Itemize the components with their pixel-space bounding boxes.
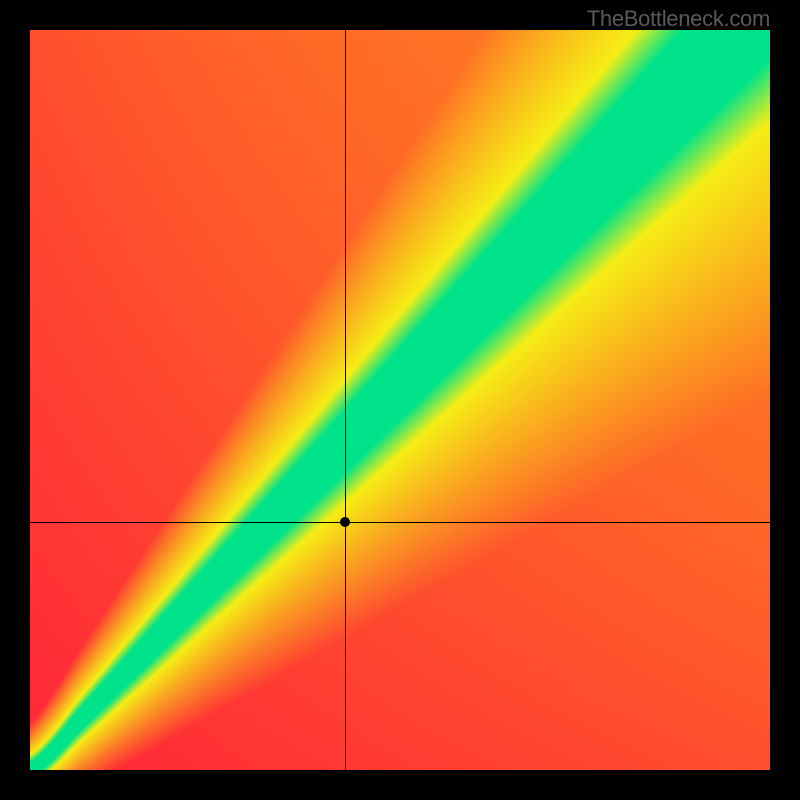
crosshair-horizontal-line bbox=[30, 522, 770, 523]
bottleneck-heatmap bbox=[30, 30, 770, 770]
plot-area bbox=[30, 30, 770, 770]
selection-marker-dot bbox=[340, 517, 350, 527]
crosshair-vertical-line bbox=[345, 30, 346, 770]
watermark-text: TheBottleneck.com bbox=[587, 6, 770, 32]
